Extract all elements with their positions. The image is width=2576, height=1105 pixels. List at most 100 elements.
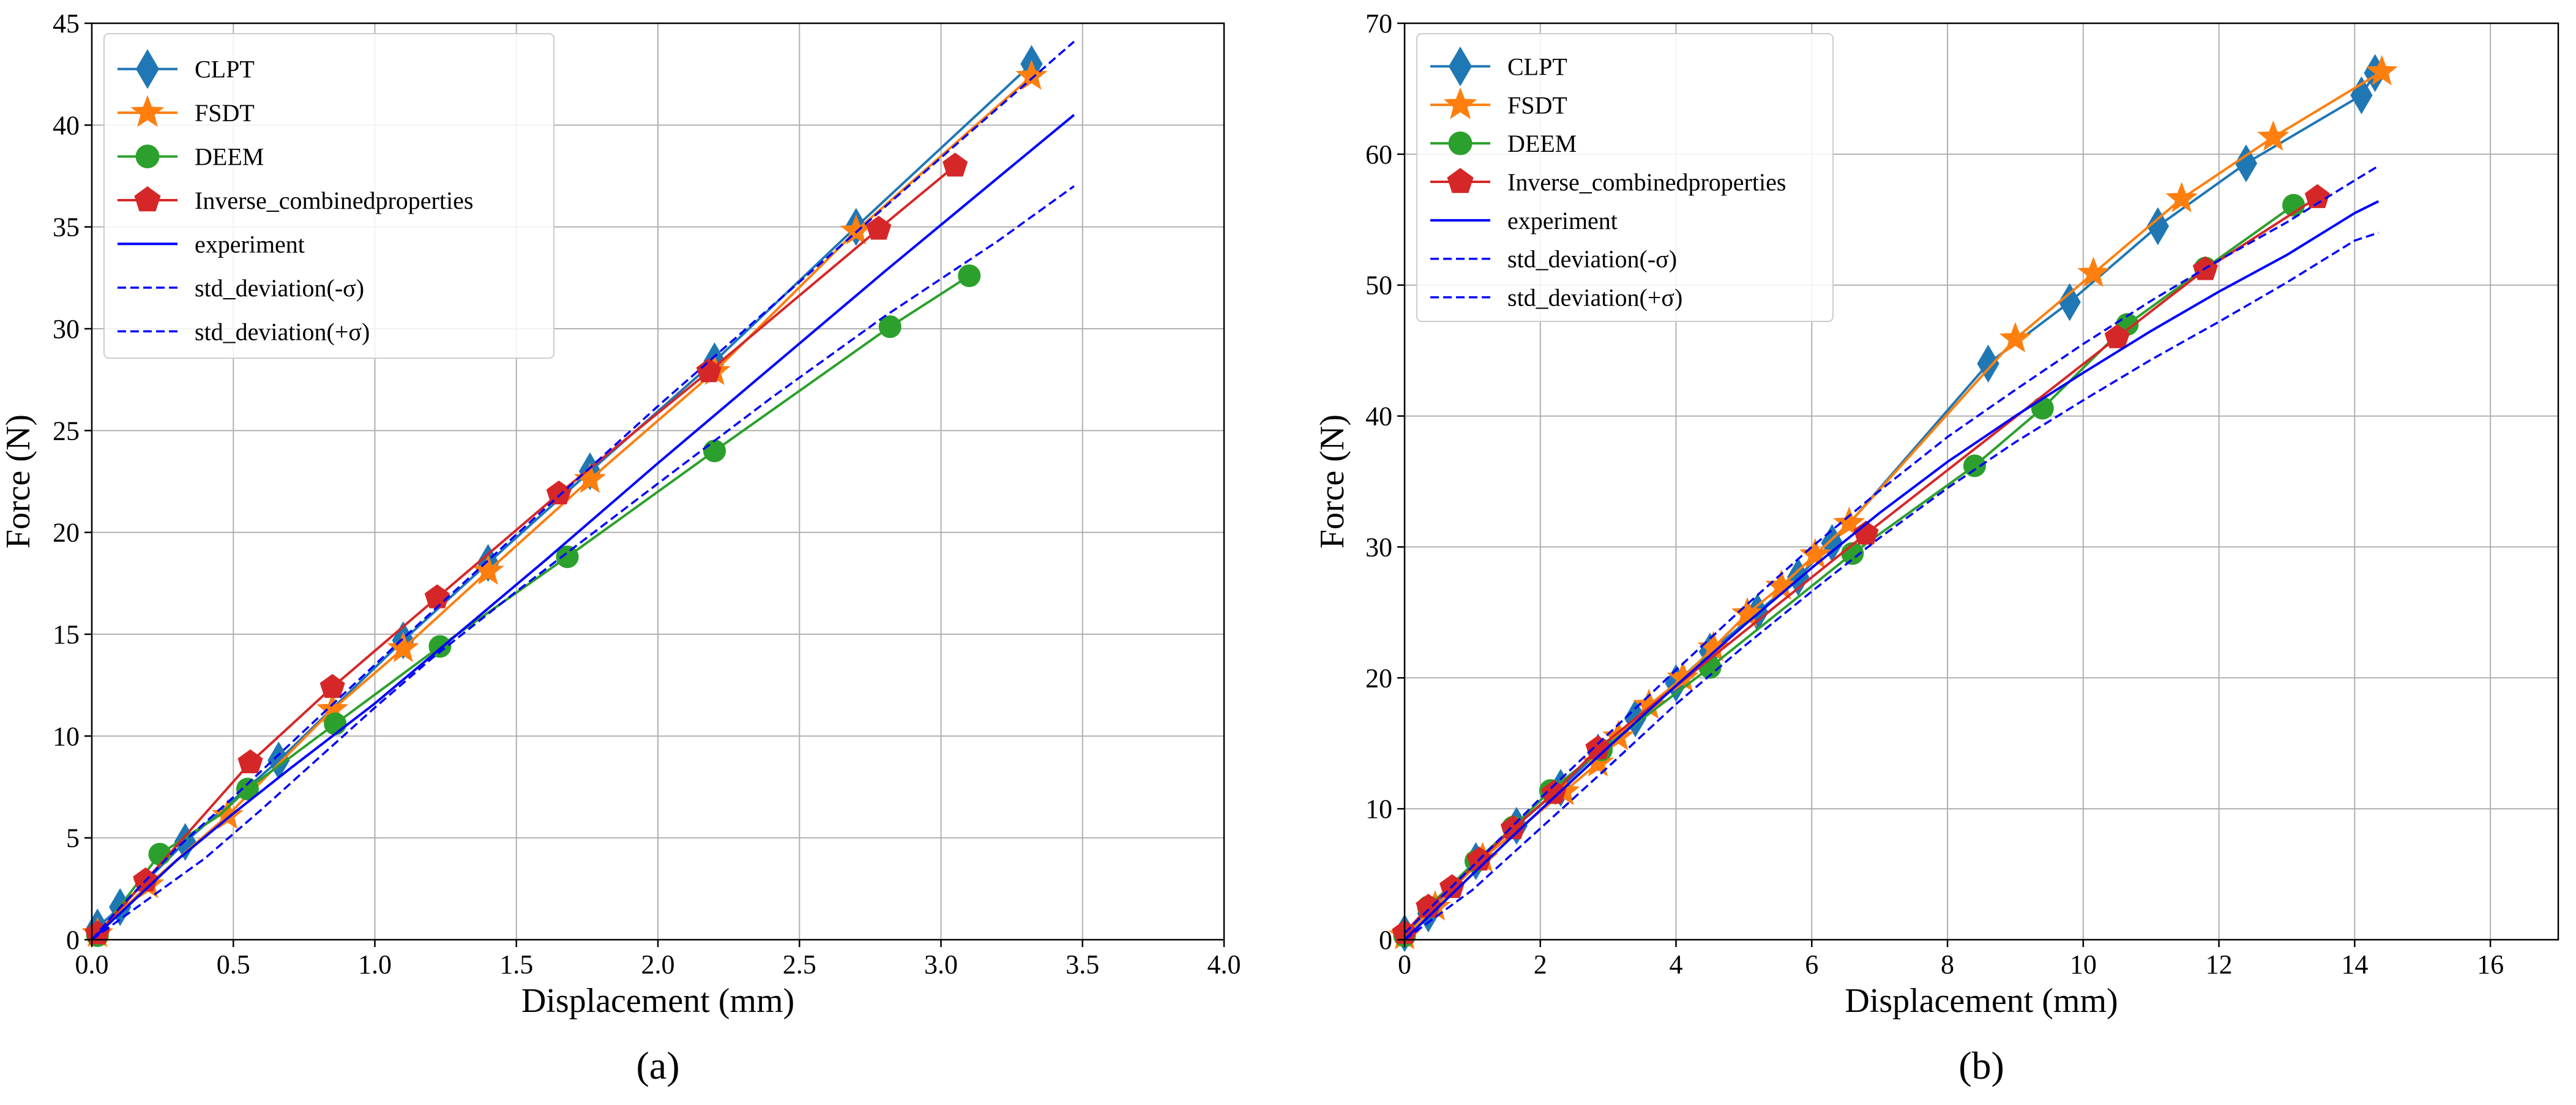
series-std_deviation(+σ) [1403,231,2379,941]
y-tick-label: 40 [53,110,80,140]
data-point [1977,345,1999,383]
y-tick-label: 10 [53,721,80,751]
x-tick-label: 4.0 [1208,950,1241,980]
series-std_deviation(-σ) [1403,165,2380,934]
data-point [1786,558,1810,596]
y-tick-label: 35 [53,212,80,242]
legend-label: DEEM [195,143,264,171]
legend-label: experiment [1507,207,1618,234]
data-point [237,749,263,774]
legend: CLPT FSDT DEEM Inverse_combinedpropertiesex… [1416,33,1834,322]
data-point [236,777,259,801]
x-tick-label: 3.0 [924,950,958,980]
series-experiment [91,114,1075,941]
data-point [1585,735,1611,760]
y-tick-label: 40 [1365,402,1392,432]
legend-label: std_deviation(-σ) [195,274,364,302]
series-std_deviation(+σ) [91,40,1075,941]
data-point [696,358,722,383]
legend-label: std_deviation(+σ) [1507,284,1682,312]
legend-marker [134,186,161,212]
data-point [1602,720,1635,751]
legend-marker [1448,131,1473,155]
axes-frame [1403,22,2559,941]
legend-label: DEEM [1507,130,1577,157]
data-point [703,440,726,463]
series-experiment [1403,200,2380,941]
series-std_deviation(-σ) [91,185,1075,941]
x-tick-label: 14 [2341,950,2368,980]
data-point [319,673,345,698]
y-tick-label: 15 [53,620,80,650]
legend-marker [130,95,165,127]
data-point [2058,283,2081,321]
data-point [1833,506,1865,538]
data-point [472,554,504,585]
panel-label: (a) [636,1044,679,1087]
y-axis-label: Force (N) [0,414,37,549]
data-point [324,712,347,735]
data-point [878,315,902,339]
data-point [2365,54,2398,86]
series-line [91,185,1075,941]
data-point [958,264,981,288]
data-point [2257,120,2290,151]
series-line [91,40,1075,941]
panel-label: (b) [1958,1044,2004,1087]
x-tick-label: 10 [2070,950,2097,980]
y-tick-label: 10 [1365,794,1392,824]
legend-label: std_deviation(+σ) [195,318,370,345]
data-point [387,631,419,662]
y-tick-label: 25 [53,416,80,446]
data-point [573,462,607,493]
data-point [1963,454,1986,478]
panel-a: 0.0 0.5 1.0 1.5 2.0 2.5 3.0 3.5 4.0 0 5 10 15 20 25 30 3… [0,9,1241,1087]
data-point [943,152,968,177]
legend-label: FSDT [195,99,255,127]
y-tick-label: 0 [66,925,80,955]
data-point [546,480,572,504]
legend-marker [1448,47,1473,86]
data-point [556,545,579,569]
legend-label: CLPT [195,56,255,83]
legend-label: std_deviation(-σ) [1507,245,1677,273]
legend-marker [1443,87,1477,119]
series-line [1403,165,2380,934]
series-line [1403,200,2380,941]
legend-marker [1447,168,1474,193]
y-tick-label: 20 [1365,663,1392,693]
series-line [91,114,1075,941]
x-tick-label: 0.0 [75,950,109,980]
data-point [2104,324,2130,348]
data-point [2165,182,2198,212]
data-point [1015,59,1048,90]
x-tick-label: 1.5 [499,950,533,980]
y-axis-label: Force (N) [1313,414,1351,549]
legend-label: FSDT [1507,91,1567,119]
x-tick-label: 2.0 [641,950,675,980]
x-tick-label: 12 [2206,950,2233,980]
y-tick-label: 30 [53,314,80,344]
y-tick-label: 5 [66,823,80,853]
y-tick-label: 30 [1365,532,1392,562]
y-tick-label: 60 [1365,140,1392,170]
series-Inverse_combinedproperties [84,152,968,945]
data-point [866,215,892,240]
x-tick-label: 8 [1941,950,1954,980]
data-point [1731,597,1764,627]
x-tick-label: 1.0 [358,950,392,980]
y-tick-label: 20 [53,518,80,548]
panel-b: 0 2 4 6 8 10 12 14 16 0 10 20 30 40 50 60 70 Displacement… [1313,9,2559,1087]
x-axis-label: Displacement (mm) [1845,982,2118,1020]
legend-box [1416,33,1834,322]
series-line [1403,231,2379,941]
series-line [96,274,970,937]
data-point [1581,746,1615,777]
x-tick-label: 6 [1805,950,1818,980]
data-point [2234,144,2258,182]
data-point [1853,520,1879,545]
data-point [1799,538,1831,569]
data-point [2304,184,2330,208]
x-axis-label: Displacement (mm) [521,982,794,1020]
